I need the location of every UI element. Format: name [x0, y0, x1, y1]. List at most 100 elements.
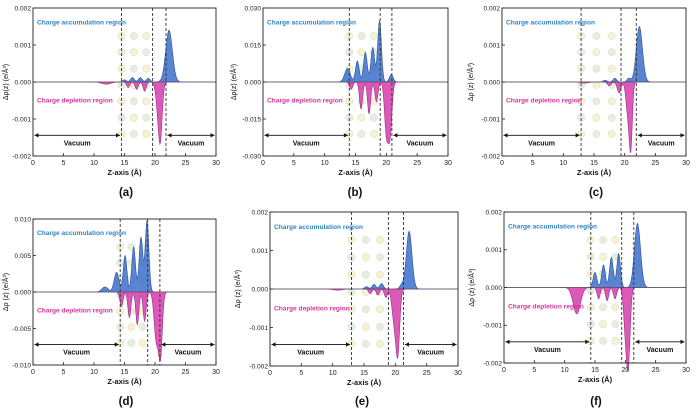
atom-marker: [599, 236, 607, 244]
x-tick-label: 15: [352, 160, 360, 167]
y-axis-label: Δρ(z) (e/Å³): [229, 64, 238, 100]
atom-marker: [129, 97, 138, 106]
atom-marker: [127, 339, 136, 347]
x-tick-label: 25: [182, 160, 190, 167]
x-axis-label: Z-axis (Å): [107, 377, 142, 386]
chart-panel-e: 0 5 10 15 20 25 30 -0.002 -0.001 0.000 0.001 0.002 Z…: [233, 209, 462, 408]
y-tick-label: 0.000: [485, 285, 502, 292]
y-tick-label: 0.000: [14, 289, 31, 296]
atom-marker: [376, 340, 384, 348]
atom-marker: [611, 236, 620, 244]
x-tick-label: 10: [90, 369, 98, 376]
atom-marker: [592, 113, 601, 122]
vacuum-right-label: Vacuum: [648, 140, 675, 147]
vacuum-left-label: Vacuum: [64, 140, 91, 147]
y-axis-label: Δρ (z) (e/Å³): [1, 273, 10, 311]
vacuum-left-label: Vacuum: [534, 347, 561, 354]
x-tick-label: 15: [121, 160, 129, 167]
panel-caption: (b): [348, 187, 363, 199]
structure-schematic: [586, 236, 620, 345]
atom-marker: [357, 113, 366, 122]
atom-marker: [361, 340, 370, 348]
x-tick-label: 30: [682, 367, 690, 374]
y-tick-label: 0.005: [14, 253, 31, 260]
atom-marker: [129, 64, 138, 73]
atom-marker: [592, 48, 601, 57]
accumulation-label: Charge accumulation region: [267, 19, 356, 26]
depletion-label: Charge depletion region: [37, 98, 113, 105]
vacuum-right-arrow-head: [637, 133, 642, 138]
atom-marker: [599, 303, 607, 312]
panel-caption: (f): [590, 396, 602, 408]
atom-marker: [142, 64, 151, 73]
x-tick-label: 15: [590, 160, 598, 167]
y-axis-label: Δρ (z) (e/Å³): [466, 63, 475, 101]
x-axis-label: Z-axis (Å): [338, 168, 373, 177]
vacuum-left-label: Vacuum: [293, 140, 320, 147]
panel-caption: (e): [355, 396, 369, 408]
panel-caption: (d): [119, 396, 134, 408]
y-tick-label: 0.015: [244, 42, 261, 49]
atom-marker: [592, 81, 601, 89]
chart-panel-c: 0 5 10 15 20 25 30 -0.002 -0.001 0.000 0.001 0.002 Z…: [466, 5, 690, 199]
x-tick-label: 0: [268, 370, 272, 377]
vacuum-right-arrow-head: [680, 339, 685, 345]
depletion-label: Charge depletion region: [37, 307, 113, 314]
vacuum-right-arrow-head: [393, 133, 398, 138]
vacuum-right-arrow-head: [210, 133, 215, 138]
x-axis-label: Z-axis (Å): [578, 375, 613, 384]
atom-marker: [611, 337, 620, 345]
atom-marker: [357, 130, 366, 138]
atom-marker: [607, 32, 616, 40]
vacuum-left-label: Vacuum: [297, 349, 324, 356]
atom-marker: [376, 322, 384, 331]
y-tick-label: -0.001: [481, 116, 500, 123]
x-tick-label: 25: [413, 160, 421, 167]
depletion-label: Charge depletion region: [267, 98, 343, 105]
atom-marker: [129, 130, 138, 138]
x-tick-label: 0: [502, 367, 506, 374]
vacuum-right-arrow-head: [167, 133, 172, 138]
x-tick-label: 15: [360, 370, 368, 377]
vacuum-left-arrow-head: [114, 342, 119, 347]
x-tick-label: 25: [651, 160, 659, 167]
y-tick-label: -0.001: [483, 323, 502, 330]
atom-marker: [369, 113, 378, 122]
x-tick-label: 0: [500, 160, 504, 167]
accumulation-label: Charge accumulation region: [506, 19, 595, 26]
y-tick-label: 0.010: [14, 216, 31, 223]
x-tick-label: 30: [454, 370, 462, 377]
atom-marker: [607, 130, 616, 138]
x-tick-label: 10: [90, 160, 98, 167]
x-tick-label: 20: [621, 160, 629, 167]
vacuum-left-label: Vacuum: [63, 350, 90, 357]
vacuum-left-arrow-head: [503, 133, 508, 138]
vacuum-right-label: Vacuum: [174, 350, 201, 357]
vacuum-left-arrow-head: [505, 339, 510, 345]
vacuum-right-arrow-head: [404, 342, 409, 347]
atom-marker: [369, 32, 378, 40]
x-tick-label: 5: [292, 160, 296, 167]
atom-marker: [376, 236, 384, 244]
panel-caption: (c): [589, 187, 603, 199]
y-tick-label: -0.002: [483, 360, 502, 367]
vacuum-right-arrow-head: [442, 133, 447, 138]
x-tick-label: 5: [299, 370, 303, 377]
x-tick-label: 15: [121, 369, 129, 376]
x-tick-label: 10: [559, 160, 567, 167]
y-tick-label: 0.002: [251, 209, 268, 216]
x-tick-label: 15: [591, 367, 599, 374]
y-tick-label: 0.000: [251, 286, 268, 293]
depletion-label: Charge depletion region: [274, 306, 350, 313]
x-tick-label: 5: [531, 160, 535, 167]
atom-marker: [592, 97, 601, 106]
x-tick-label: 10: [329, 370, 337, 377]
atom-marker: [361, 305, 370, 314]
x-tick-label: 10: [321, 160, 329, 167]
atom-marker: [142, 48, 151, 57]
vacuum-left-label: Vacuum: [528, 140, 555, 147]
x-axis-label: Z-axis (Å): [577, 168, 612, 177]
atom-marker: [592, 130, 601, 138]
x-axis-label: Z-axis (Å): [347, 378, 382, 387]
